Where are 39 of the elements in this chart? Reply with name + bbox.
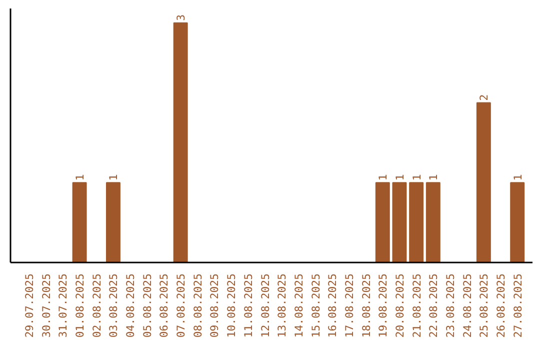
x-tick-label: 14.08.2025 <box>292 274 306 338</box>
x-tick-label: 25.08.2025 <box>478 274 491 338</box>
x-tick-label: 08.08.2025 <box>191 274 204 338</box>
x-tick-label: 19.08.2025 <box>376 274 390 338</box>
x-tick-label: 26.08.2025 <box>494 274 508 338</box>
x-tick-label: 05.08.2025 <box>140 274 154 338</box>
x-tick-label: 13.08.2025 <box>276 274 289 338</box>
x-tick-label: 03.08.2025 <box>107 274 120 338</box>
data-label: 1 <box>410 174 424 181</box>
data-label: 2 <box>478 94 491 101</box>
x-tick-label: 23.08.2025 <box>444 274 457 338</box>
data-label: 1 <box>427 174 440 181</box>
x-tick-label: 09.08.2025 <box>208 274 222 338</box>
x-tick-label: 18.08.2025 <box>360 274 373 338</box>
x-tick-label: 27.08.2025 <box>511 274 524 338</box>
data-label: 1 <box>74 174 87 181</box>
x-tick-label: 12.08.2025 <box>258 274 272 338</box>
x-tick-label: 10.08.2025 <box>225 274 238 338</box>
x-tick-label: 07.08.2025 <box>174 274 188 338</box>
x-tick-label: 21.08.2025 <box>410 274 424 338</box>
x-tick-label: 30.07.2025 <box>40 274 53 338</box>
x-tick-label: 17.08.2025 <box>342 274 356 338</box>
x-tick-label: 04.08.2025 <box>124 274 138 338</box>
x-tick-label: 06.08.2025 <box>158 274 171 338</box>
data-label: 3 <box>174 14 188 21</box>
data-label: 1 <box>107 174 120 181</box>
x-tick-label: 11.08.2025 <box>242 274 255 338</box>
x-tick-label: 16.08.2025 <box>326 274 340 338</box>
data-label: 1 <box>376 174 390 181</box>
data-label: 1 <box>393 174 406 181</box>
x-tick-label: 22.08.2025 <box>427 274 440 338</box>
x-tick-label: 15.08.2025 <box>309 274 322 338</box>
x-tick-label: 31.07.2025 <box>56 274 70 338</box>
x-tick-label: 24.08.2025 <box>460 274 474 338</box>
x-tick-label: 29.07.2025 <box>23 274 36 338</box>
data-label: 1 <box>511 174 524 181</box>
x-tick-label: 02.08.2025 <box>90 274 104 338</box>
x-tick-label: 01.08.2025 <box>74 274 87 338</box>
x-tick-label: 20.08.2025 <box>393 274 406 338</box>
